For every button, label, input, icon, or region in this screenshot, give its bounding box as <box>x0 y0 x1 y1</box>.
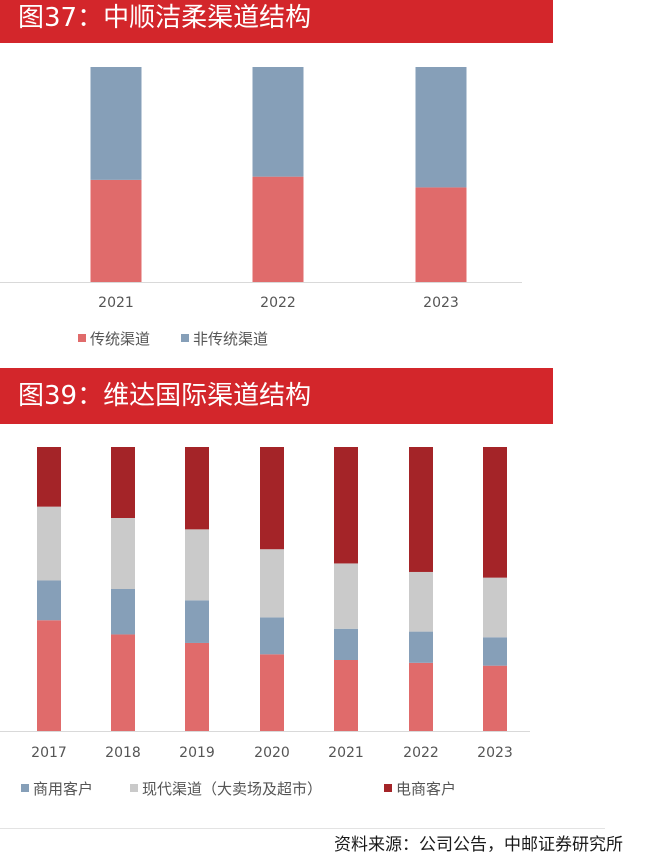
chart1-x-tick-2021: 2021 <box>98 295 134 311</box>
chart2-bar-2020-series-1 <box>260 549 284 618</box>
chart1-title: 图37：中顺洁柔渠道结构 <box>18 2 312 33</box>
chart2-x-tick-2022: 2022 <box>403 745 439 761</box>
chart2-x-tick-2020: 2020 <box>254 745 290 761</box>
footer-rule <box>0 828 605 829</box>
chart2-bar-2018-series-1 <box>111 518 135 589</box>
chart2-legend-swatch-0 <box>21 784 29 792</box>
chart2-x-tick-2017: 2017 <box>31 745 67 761</box>
chart2-legend-swatch-2 <box>384 784 392 792</box>
chart2-bar-2022-base <box>409 662 433 731</box>
chart2-title-banner: 图39：维达国际渠道结构 <box>0 368 553 424</box>
chart2-x-tick-2021: 2021 <box>328 745 364 761</box>
chart2-x-tick-2023: 2023 <box>477 745 513 761</box>
chart2-bar-2019-series-2 <box>185 447 209 530</box>
chart2-bar-2023-base <box>483 665 507 731</box>
chart2-bar-2017-series-2 <box>37 447 61 507</box>
chart2-x-tick-2019: 2019 <box>179 745 215 761</box>
chart2-bar-2019-series-1 <box>185 529 209 601</box>
chart2-bar-2017-base <box>37 620 61 731</box>
chart1-legend-label-0: 传统渠道 <box>90 330 150 348</box>
chart1-title-banner: 图37：中顺洁柔渠道结构 <box>0 0 553 43</box>
chart2-title: 图39：维达国际渠道结构 <box>18 381 312 411</box>
chart2-bar-2017-series-0 <box>37 580 61 621</box>
chart2-bar-2020-series-0 <box>260 617 284 655</box>
chart2-bar-2023-series-2 <box>483 447 507 578</box>
chart2-bar-2018-series-2 <box>111 447 135 518</box>
chart2-bar-2022-series-0 <box>409 631 433 663</box>
chart2-bar-2022-series-2 <box>409 447 433 572</box>
chart2-legend-label-1: 现代渠道（大卖场及超市） <box>142 780 322 798</box>
chart1-bar-2022-series-1 <box>252 67 304 177</box>
chart2-svg: 2017 2018 2019 2020 2021 2022 2023 商用客户 现代渠道（大卖场… <box>0 447 530 798</box>
chart2-legend-label-2: 电商客户 <box>396 780 456 798</box>
chart2-bar-2018-base <box>111 634 135 731</box>
chart2-legend-label-0: 商用客户 <box>33 780 93 798</box>
chart1-bar-2023-series-0 <box>415 187 467 282</box>
chart1-svg: 2021 2022 2023 传统渠道 非传统渠道 <box>0 67 522 348</box>
chart2-bar-2022-series-1 <box>409 571 433 632</box>
chart2-bar-2021-series-2 <box>334 447 358 564</box>
chart1-x-tick-2022: 2022 <box>260 295 296 311</box>
chart2-bar-2021-series-0 <box>334 628 358 660</box>
chart2-bar-2020-series-2 <box>260 447 284 550</box>
chart1-bar-2021-series-1 <box>90 67 142 180</box>
chart2-bar-2017-series-1 <box>37 506 61 581</box>
chart2-bar-2023-series-1 <box>483 577 507 638</box>
chart1-bar-2023-series-1 <box>415 67 467 188</box>
chart2-x-tick-2018: 2018 <box>105 745 141 761</box>
chart2-bar-2018-series-0 <box>111 589 135 635</box>
chart2-bar-2021-series-1 <box>334 563 358 629</box>
chart2-bar-2023-series-0 <box>483 637 507 666</box>
chart2-bar-2021-base <box>334 660 358 731</box>
chart1-bar-2022-series-0 <box>252 176 304 282</box>
chart1-bar-2021-series-0 <box>90 179 142 282</box>
chart2-bar-2020-base <box>260 654 284 731</box>
chart1-x-tick-2023: 2023 <box>423 295 459 311</box>
chart1-legend-swatch-1 <box>181 334 189 342</box>
source-note: 资料来源：公司公告，中邮证券研究所 <box>334 835 623 855</box>
chart2-bar-2019-base <box>185 642 209 731</box>
chart2-legend-swatch-1 <box>130 784 138 792</box>
chart1-legend-swatch-0 <box>78 334 86 342</box>
chart1-legend-label-1: 非传统渠道 <box>193 330 268 348</box>
chart2-bar-2019-series-0 <box>185 600 209 643</box>
